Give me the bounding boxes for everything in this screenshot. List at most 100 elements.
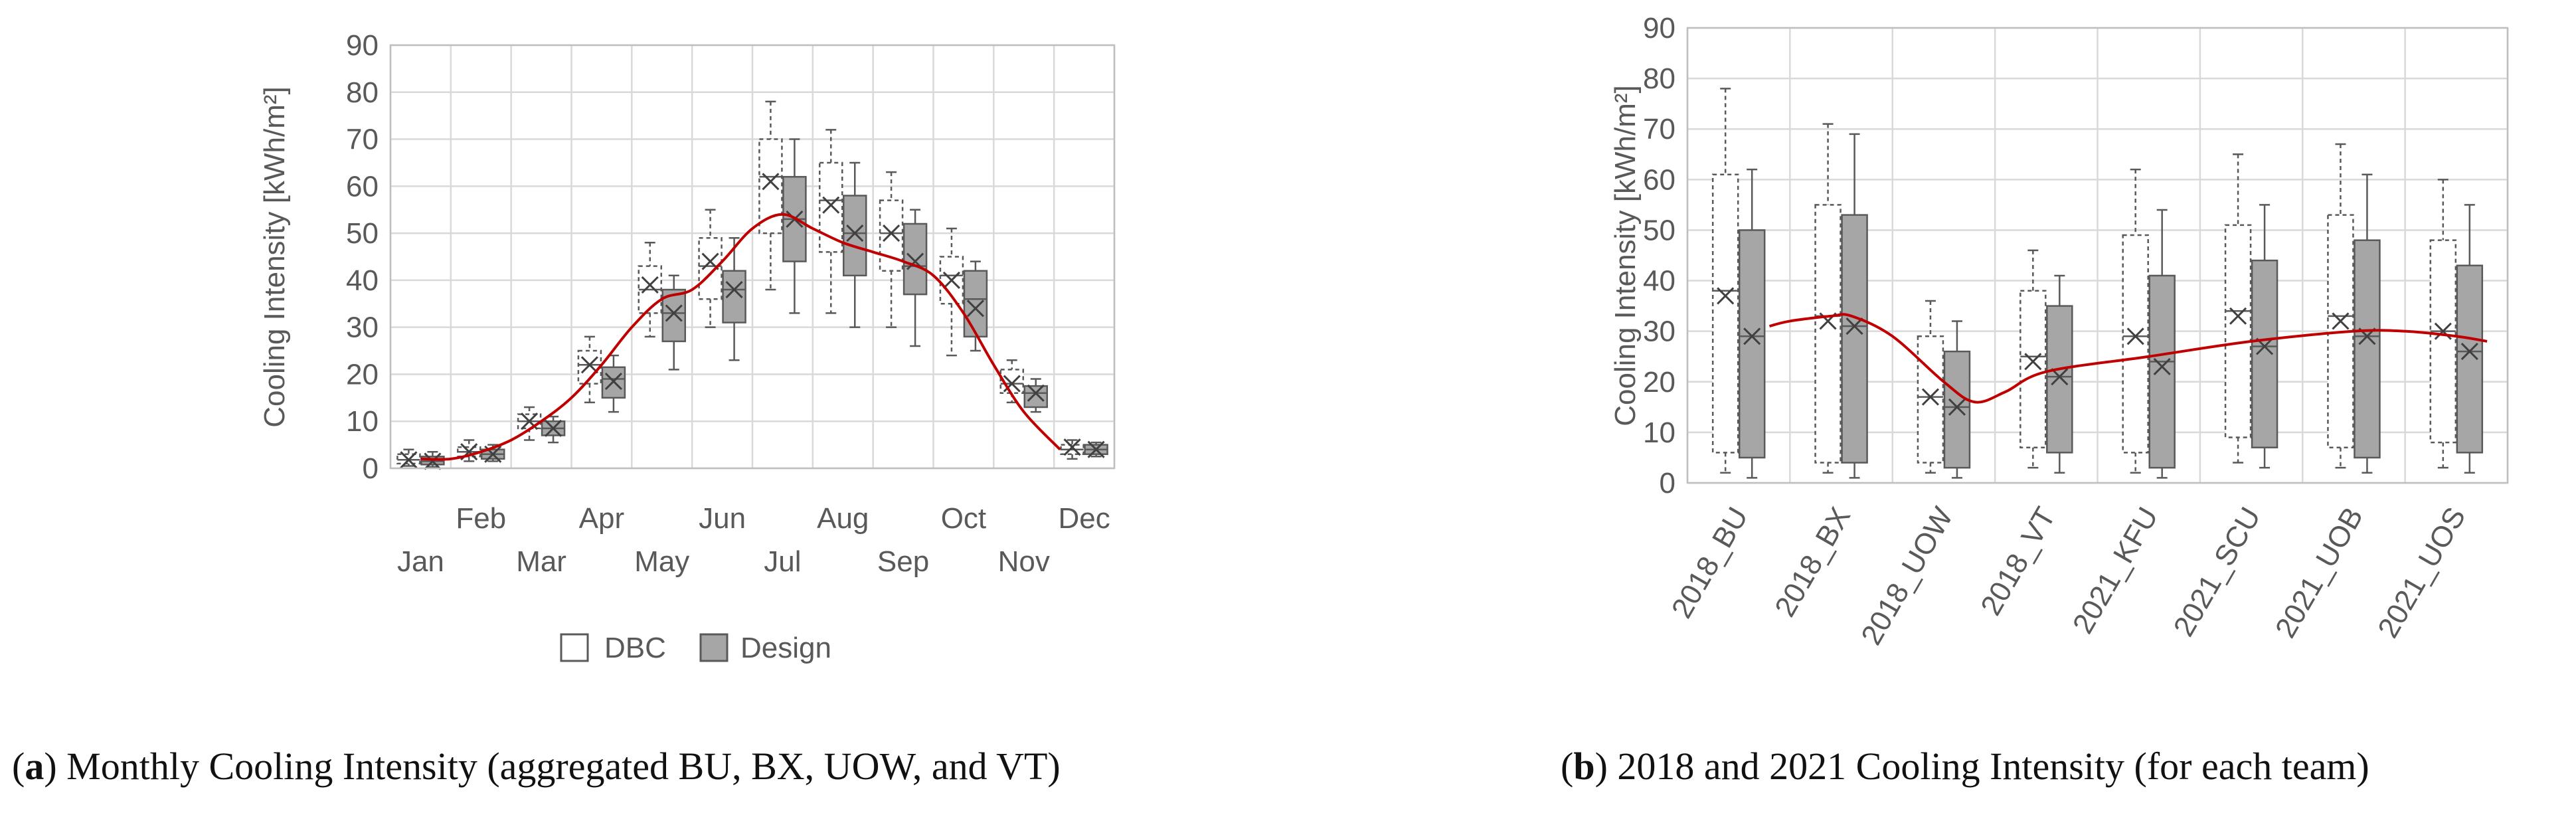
plot-frame	[1686, 27, 2509, 484]
x-tick-label: Jan	[397, 545, 444, 578]
y-tick-label: 60	[1643, 163, 1675, 196]
design-mean-marker	[1948, 398, 1966, 416]
dbc-mean-marker	[400, 451, 418, 469]
x-tick-label: Dec	[1058, 502, 1110, 535]
y-tick-label: 20	[1643, 366, 1675, 399]
design-mean-marker	[545, 419, 562, 437]
design-box	[1841, 214, 1868, 464]
design-mean-marker	[2051, 368, 2069, 386]
design-box	[1943, 350, 1971, 469]
design-mean-marker	[2460, 343, 2478, 361]
design-mean-marker	[424, 452, 442, 470]
y-tick-label: 50	[346, 217, 379, 250]
legend-a: DBC Design	[560, 632, 831, 664]
y-tick-label: 90	[346, 29, 379, 62]
y-tick-label: 30	[346, 312, 379, 344]
chart-b: 0 10 20 30 40 50 60 70 80 90 Cooling Intensity [kW…	[1609, 12, 2509, 650]
x-tick-label: 2018_BU	[1666, 502, 1755, 624]
dbc-box	[2429, 239, 2457, 444]
design-box	[963, 270, 988, 338]
y-tick-label: 90	[1643, 12, 1675, 45]
legend-dbc-swatch	[560, 633, 589, 662]
x-tick-label: Aug	[817, 502, 869, 535]
x-tick-label: 2021_KFU	[2067, 502, 2165, 640]
dbc-mean-marker	[942, 271, 960, 289]
dbc-box	[1917, 335, 1944, 464]
dbc-box	[1711, 173, 1739, 454]
y-tick-label: 10	[346, 405, 379, 438]
design-box	[2456, 264, 2484, 454]
x-tick-label: Feb	[456, 502, 506, 535]
x-tick-label: Jun	[699, 502, 746, 535]
x-tick-label: 2021_UOB	[2269, 502, 2369, 644]
dbc-mean-marker	[641, 276, 659, 294]
x-tick-label: Mar	[516, 545, 566, 578]
chart-a: 0 10 20 30 40 50 60 70 80 90 Cooling Intensity [kW…	[258, 29, 1116, 578]
design-mean-marker	[484, 445, 502, 463]
dbc-box	[2019, 290, 2047, 448]
caption-b-letter: b	[1573, 745, 1594, 788]
legend-design-label: Design	[740, 632, 831, 664]
dbc-box	[1814, 204, 1842, 464]
dbc-mean-marker	[521, 412, 539, 430]
design-box	[1023, 385, 1048, 409]
design-box	[2148, 274, 2176, 469]
caption-b-text: ) 2018 and 2021 Cooling Intensity (for e…	[1595, 745, 2369, 788]
design-mean-marker	[1087, 440, 1105, 458]
design-box	[2354, 239, 2381, 459]
dbc-mean-marker	[1717, 287, 1735, 305]
design-mean-marker	[725, 280, 743, 299]
legend-design-swatch	[699, 633, 729, 662]
x-tick-label: 2018_UOW	[1855, 501, 1960, 650]
dbc-mean-marker	[762, 173, 780, 191]
y-axis-label: Cooling Intensity [kWh/m²]	[1609, 85, 1642, 426]
dbc-mean-marker	[2024, 353, 2042, 371]
dbc-mean-marker	[1063, 438, 1081, 456]
y-tick-label: 80	[346, 76, 379, 109]
dbc-mean-marker	[2434, 322, 2452, 340]
dbc-mean-marker	[2229, 307, 2247, 325]
y-tick-label: 70	[1643, 113, 1675, 145]
y-tick-label: 0	[1660, 467, 1675, 500]
design-mean-marker	[2256, 337, 2274, 355]
dbc-box	[758, 138, 783, 234]
caption-a-text: ) Monthly Cooling Intensity (aggregated …	[44, 745, 1060, 788]
caption-a-letter: a	[25, 745, 44, 788]
y-tick-label: 10	[1643, 416, 1675, 449]
dbc-box	[2224, 224, 2252, 438]
y-tick-label: 40	[1643, 265, 1675, 298]
x-tick-label: 2018_BX	[1768, 502, 1857, 622]
dbc-box	[2122, 234, 2149, 454]
trend-line	[420, 213, 1061, 461]
dbc-mean-marker	[883, 225, 901, 242]
design-mean-marker	[604, 373, 622, 391]
y-tick-label: 20	[346, 358, 379, 391]
design-box	[902, 223, 928, 296]
dbc-mean-marker	[580, 356, 598, 374]
trend-line	[1768, 313, 2488, 404]
design-mean-marker	[966, 300, 984, 318]
dbc-mean-marker	[1003, 375, 1021, 393]
design-mean-marker	[1743, 327, 1761, 345]
design-box	[843, 195, 867, 277]
x-tick-label: 2018_VT	[1974, 502, 2062, 621]
plot-frame	[389, 44, 1116, 470]
y-tick-label: 50	[1643, 214, 1675, 246]
dbc-mean-marker	[1921, 388, 1939, 406]
dbc-mean-marker	[2332, 312, 2350, 330]
design-box	[2046, 305, 2073, 454]
x-tick-label: 2021_SCU	[2168, 502, 2267, 642]
design-box	[2251, 259, 2278, 448]
x-tick-label: Jul	[764, 545, 801, 578]
caption-b: (b) 2018 and 2021 Cooling Intensity (for…	[1561, 745, 2369, 788]
y-tick-label: 40	[346, 264, 379, 297]
design-mean-marker	[1846, 317, 1863, 335]
dbc-mean-marker	[2126, 327, 2144, 345]
y-tick-label: 60	[346, 170, 379, 203]
design-mean-marker	[2153, 357, 2171, 376]
design-mean-marker	[1027, 384, 1045, 402]
x-tick-label: Oct	[941, 502, 986, 535]
legend-dbc-label: DBC	[604, 632, 666, 664]
caption-a: (a) Monthly Cooling Intensity (aggregate…	[12, 745, 1061, 788]
